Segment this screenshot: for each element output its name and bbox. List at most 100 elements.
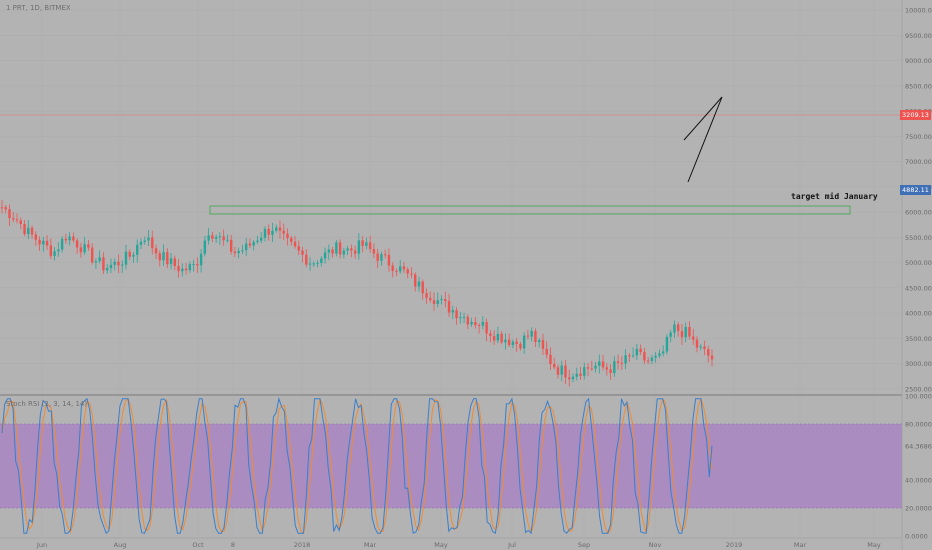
time-tick-label: Nov (649, 541, 662, 549)
time-tick-label: Aug (114, 541, 127, 549)
candle-body (342, 250, 346, 255)
candle-body (45, 240, 49, 246)
candle-body (79, 247, 83, 253)
candle-body (650, 357, 654, 362)
candle-body (0, 207, 4, 209)
candle-body (553, 364, 556, 368)
candle-body (57, 249, 60, 252)
candle-body (286, 233, 289, 239)
price-tick-label: 3000.00 (905, 360, 932, 368)
stoch-tick-label: 20.0000 (905, 505, 932, 513)
candle-body (207, 235, 210, 241)
time-axis[interactable]: Jun Aug Oct 8 2018 Mar May Jul Sep Nov 2019 Mar May (36, 541, 881, 549)
time-tick-label: Jul (507, 541, 516, 549)
candle-body (357, 240, 361, 254)
candle-body (545, 348, 548, 355)
candle-body (346, 248, 349, 251)
candle-body (87, 244, 90, 248)
candle-body (429, 297, 432, 301)
candle-body (34, 234, 38, 240)
candle-body (586, 367, 590, 369)
candle-body (335, 242, 338, 254)
candle-body (410, 273, 413, 275)
candle-body (290, 238, 293, 242)
candle-body (109, 264, 113, 269)
candle-body (376, 253, 379, 261)
candle-body (710, 355, 714, 360)
candle-body (173, 258, 177, 266)
stoch-rsi-pane[interactable] (0, 396, 902, 535)
candle-body (312, 263, 315, 265)
candle-body (402, 266, 406, 270)
candle-body (519, 343, 522, 349)
candle-body (293, 241, 297, 247)
stoch-axis[interactable]: 100.0000 80.0000 64.3686 40.0000 20.0000 0.00… (905, 393, 932, 541)
candle-body (323, 252, 327, 259)
price-tick-label: 3500.00 (905, 335, 932, 343)
price-tick-label: 7500.00 (905, 133, 932, 141)
candle-body (38, 239, 41, 245)
candle-body (218, 236, 222, 238)
candle-body (203, 240, 207, 254)
price-tick-label: 4000.00 (905, 310, 932, 318)
candle-body (271, 230, 274, 235)
candle-body (436, 300, 439, 304)
candle-body (4, 207, 7, 210)
stoch-tick-label: 40.0000 (905, 477, 932, 485)
candle-body (541, 340, 545, 349)
candle-body (229, 239, 233, 252)
candle-body (496, 333, 500, 341)
candle-body (639, 348, 642, 353)
candle-body (154, 248, 158, 254)
candle-body (560, 365, 563, 375)
candle-body (327, 249, 331, 253)
stoch-k-line (1, 396, 713, 535)
time-tick-label: 2018 (294, 541, 311, 549)
candle-body (575, 373, 578, 377)
candle-body (64, 238, 68, 241)
stoch-d-line (1, 397, 713, 535)
candle-body (654, 355, 657, 358)
price-tick-label: 9500.00 (905, 32, 932, 40)
price-tick-label: 2500.00 (905, 385, 932, 393)
candle-body (233, 251, 237, 254)
candle-body (692, 336, 695, 340)
candle-body (568, 377, 571, 380)
candle-body (680, 331, 684, 338)
candle-body (624, 355, 627, 364)
candle-body (94, 261, 98, 263)
candle-body (594, 365, 597, 369)
candle-body (489, 333, 492, 337)
candle-body (673, 324, 676, 333)
candle-body (477, 325, 481, 327)
candle-body (605, 367, 609, 370)
candle-body (241, 250, 244, 252)
candle-body (646, 360, 650, 362)
candle-body (635, 348, 639, 356)
price-tick-label: 6000.00 (905, 209, 932, 217)
candle-body (128, 251, 131, 257)
candle-body (444, 299, 447, 302)
candle-body (609, 369, 612, 374)
level-price-tag: 4882.11 (900, 185, 931, 195)
candle-body (564, 365, 567, 378)
candle-body (631, 355, 635, 357)
candle-body (49, 245, 53, 256)
candle-body (12, 218, 15, 220)
candle-body (90, 247, 94, 263)
candle-body (459, 317, 462, 319)
price-pane[interactable] (0, 96, 902, 387)
candle-body (616, 361, 620, 363)
stoch-tick-label: 0.0000 (905, 533, 928, 541)
candle-body (500, 333, 503, 343)
candle-body (132, 254, 135, 257)
candle-body (470, 322, 473, 325)
candle-body (162, 252, 165, 261)
candle-body (643, 352, 646, 361)
candle-body (278, 227, 282, 231)
time-tick-label: Jun (36, 541, 47, 549)
time-tick-label: 2019 (726, 541, 743, 549)
candle-body (169, 258, 173, 265)
candle-body (707, 349, 710, 356)
